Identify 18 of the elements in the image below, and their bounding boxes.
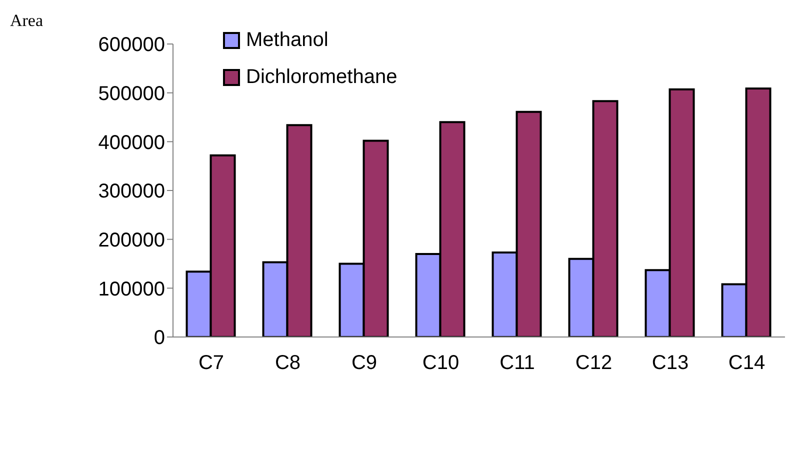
legend-label: Dichloromethane <box>246 66 398 89</box>
y-axis-title: Area <box>10 11 44 30</box>
x-tick-label: C13 <box>652 352 689 374</box>
y-tick-label: 0 <box>154 327 165 350</box>
x-tick-label: C8 <box>274 352 301 374</box>
legend-label: Methanol <box>246 29 328 52</box>
x-tick-label: C12 <box>575 352 612 374</box>
x-tick-label: C11 <box>500 352 535 374</box>
y-tick-label: 100000 <box>98 278 165 300</box>
x-tick-label: C7 <box>198 352 224 374</box>
y-tick-label: 300000 <box>98 180 165 203</box>
y-tick-label: 500000 <box>98 82 165 105</box>
y-tick-label: 600000 <box>98 34 165 56</box>
x-tick-label: C14 <box>728 352 766 374</box>
x-tick-label: C9 <box>351 352 378 374</box>
y-tick-label: 200000 <box>98 229 165 252</box>
x-tick-label: C10 <box>422 352 460 374</box>
y-tick-label: 400000 <box>98 132 165 154</box>
